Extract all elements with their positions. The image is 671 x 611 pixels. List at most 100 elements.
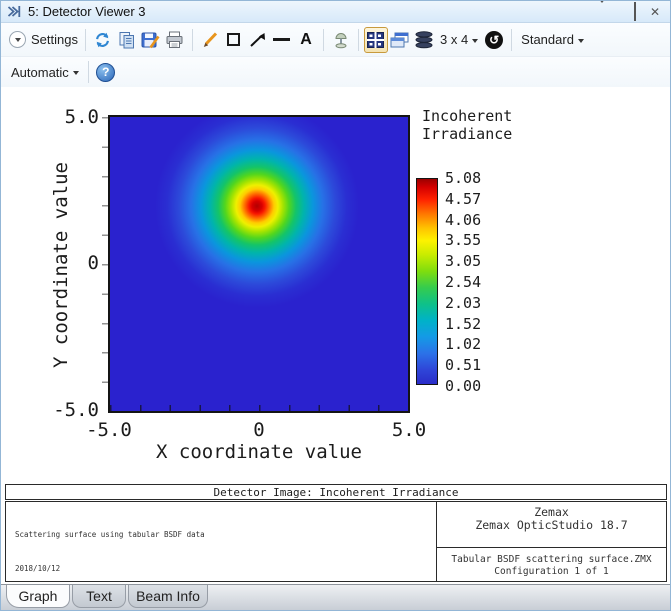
colorbar-tick: 3.05 bbox=[445, 252, 482, 271]
text-tool-icon: A bbox=[300, 30, 312, 48]
tab-graph[interactable]: Graph bbox=[6, 585, 70, 608]
automatic-label: Automatic bbox=[11, 64, 69, 80]
colorbar-tick: 3.55 bbox=[445, 231, 482, 250]
colorbar-tick: 2.03 bbox=[445, 293, 482, 312]
tab-text[interactable]: Text bbox=[72, 585, 126, 608]
draw-line-button[interactable] bbox=[270, 27, 294, 53]
save-button[interactable] bbox=[139, 27, 163, 53]
chevron-down-circle-icon bbox=[9, 31, 26, 48]
tab-label: Graph bbox=[18, 588, 58, 604]
x-tick-label: -5.0 bbox=[86, 419, 132, 441]
grid-size-label: 3 x 4 bbox=[439, 32, 469, 47]
toolbar-separator bbox=[511, 28, 513, 51]
info-line: Scattering surface using tabular BSDF da… bbox=[15, 529, 205, 539]
print-icon bbox=[166, 31, 183, 48]
split-panes-button[interactable] bbox=[363, 26, 388, 53]
x-tick-label: 5.0 bbox=[391, 419, 427, 441]
lamp-button[interactable] bbox=[329, 27, 353, 53]
settings-dropdown[interactable]: Settings bbox=[7, 27, 80, 53]
file-cell: Tabular BSDF scattering surface.ZMX Conf… bbox=[437, 554, 666, 578]
chevron-down-icon bbox=[597, 1, 606, 24]
print-button[interactable] bbox=[163, 27, 187, 53]
y-axis-label: Y coordinate value bbox=[50, 162, 72, 368]
draw-text-button[interactable]: A bbox=[294, 27, 318, 53]
configuration-label: Configuration 1 of 1 bbox=[494, 566, 609, 577]
rectangle-icon bbox=[227, 33, 241, 46]
help-icon: ? bbox=[96, 62, 116, 82]
x-axis-label: X coordinate value bbox=[156, 441, 362, 463]
chevron-down-icon bbox=[472, 38, 479, 46]
x-minor-ticks bbox=[110, 405, 408, 411]
detector-heatmap[interactable] bbox=[108, 115, 410, 413]
lamp-icon bbox=[335, 33, 347, 49]
toolbar-separator bbox=[322, 28, 324, 51]
tab-label: Text bbox=[86, 588, 112, 604]
reset-clock-icon: ↺ bbox=[485, 30, 504, 49]
file-name: Tabular BSDF scattering surface.ZMX bbox=[451, 554, 652, 565]
layers-button[interactable] bbox=[412, 27, 436, 53]
tab-beam-info[interactable]: Beam Info bbox=[128, 585, 208, 608]
toolbar-separator bbox=[357, 28, 359, 51]
detector-viewer-icon bbox=[7, 4, 22, 19]
draw-pencil-button[interactable] bbox=[198, 27, 222, 53]
grid-size-dropdown[interactable]: 3 x 4 bbox=[436, 27, 482, 53]
refresh-icon bbox=[96, 32, 110, 47]
colorbar-tick: 1.52 bbox=[445, 314, 482, 333]
colorbar bbox=[416, 178, 438, 385]
window-title: 5: Detector Viewer 3 bbox=[28, 4, 146, 19]
viewer-tab-bar: Graph Text Beam Info bbox=[1, 584, 670, 610]
split-panes-icon bbox=[367, 31, 385, 48]
draw-rectangle-button[interactable] bbox=[222, 27, 246, 53]
toolbar-separator bbox=[84, 28, 86, 51]
automatic-dropdown[interactable]: Automatic bbox=[7, 59, 83, 85]
y-tick-label: -5.0 bbox=[53, 399, 99, 421]
detector-image-header: Detector Image: Incoherent Irradiance bbox=[5, 484, 667, 500]
colorbar-title: Incoherent Irradiance bbox=[422, 107, 513, 143]
colorbar-tick: 5.08 bbox=[445, 169, 482, 187]
colorbar-tick: 0.51 bbox=[445, 356, 482, 375]
colorbar-tick-labels: 5.08 4.57 4.06 3.55 3.05 2.54 2.03 1.52 … bbox=[445, 170, 481, 394]
cascade-windows-icon bbox=[390, 32, 409, 47]
colorbar-tick: 2.54 bbox=[445, 272, 482, 291]
line-icon bbox=[273, 38, 291, 41]
settings-label: Settings bbox=[31, 32, 78, 47]
maximize-icon bbox=[633, 1, 636, 21]
brand-version: Zemax OpticStudio 18.7 bbox=[475, 518, 628, 532]
info-panel-divider bbox=[436, 502, 437, 581]
refresh-button[interactable] bbox=[91, 27, 115, 53]
colorbar-tick: 4.57 bbox=[445, 189, 482, 208]
toolbar-separator bbox=[191, 28, 193, 51]
standard-dropdown[interactable]: Standard bbox=[517, 27, 588, 53]
main-toolbar: Settings bbox=[1, 23, 670, 57]
chevron-down-icon bbox=[72, 71, 79, 78]
window-menu-button[interactable] bbox=[597, 1, 606, 24]
y-tick-label: 0 bbox=[87, 252, 99, 274]
toolbar-separator bbox=[87, 61, 89, 83]
tab-label: Beam Info bbox=[136, 588, 200, 604]
draw-arrow-button[interactable] bbox=[246, 27, 270, 53]
save-icon bbox=[141, 32, 161, 48]
maximize-button[interactable] bbox=[633, 1, 636, 21]
arrow-icon bbox=[250, 32, 265, 47]
secondary-toolbar: Automatic ? bbox=[1, 57, 670, 87]
brand-cell: Zemax Zemax OpticStudio 18.7 bbox=[437, 506, 666, 547]
y-minor-ticks bbox=[102, 117, 108, 411]
title-bar: 5: Detector Viewer 3 ✕ bbox=[1, 1, 670, 24]
pencil-icon bbox=[203, 31, 218, 47]
brand-name: Zemax bbox=[534, 505, 569, 519]
x-tick-label: 0 bbox=[253, 419, 265, 441]
info-panel-divider bbox=[436, 547, 666, 548]
copy-icon bbox=[119, 31, 134, 48]
colorbar-tick: 4.06 bbox=[445, 210, 482, 229]
close-button[interactable]: ✕ bbox=[649, 4, 660, 19]
help-button[interactable]: ? bbox=[94, 59, 118, 85]
copy-button[interactable] bbox=[115, 27, 139, 53]
chevron-down-icon bbox=[577, 38, 584, 46]
reset-view-button[interactable]: ↺ bbox=[482, 27, 506, 53]
standard-label: Standard bbox=[521, 32, 574, 47]
y-tick-label: 5.0 bbox=[64, 106, 99, 128]
layers-icon bbox=[415, 30, 433, 48]
cascade-windows-button[interactable] bbox=[388, 27, 412, 53]
detector-info-panel: Scattering surface using tabular BSDF da… bbox=[5, 501, 667, 607]
